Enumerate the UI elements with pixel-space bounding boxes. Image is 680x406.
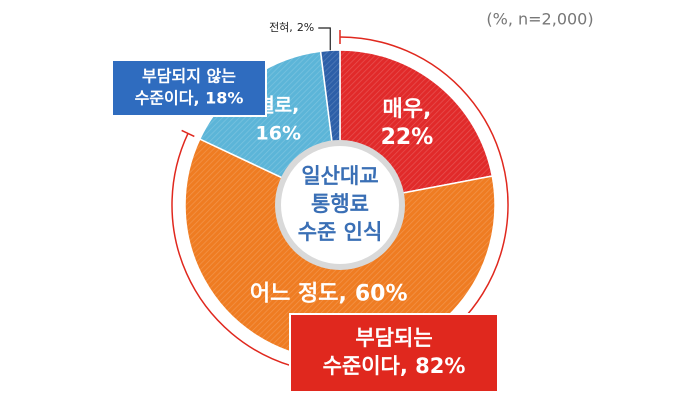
value-label: 22% (381, 125, 434, 150)
leader-line (318, 27, 331, 51)
group-box (289, 313, 499, 393)
group-label: 수준이다, 82% (323, 354, 466, 378)
slice-label: 어느 정도, 60% (250, 281, 408, 306)
group-box (111, 59, 267, 117)
category-label: 전혀, (269, 21, 293, 34)
center-label: 통행료 (311, 192, 369, 216)
center-ring (275, 140, 405, 270)
slice-label: 전혀, 2% (269, 21, 314, 34)
group-label: 수준이다, 18% (135, 88, 244, 107)
center-label: 수준 인식 (298, 220, 383, 244)
group-arc-end (181, 129, 195, 138)
group-label: 부담되지 않는 (142, 67, 236, 86)
value-label: 16% (256, 123, 301, 145)
value-label: 60% (355, 281, 408, 306)
category-label: 매우, (383, 97, 432, 122)
group-label: 부담되는 (355, 326, 432, 350)
category-label: 별로, (257, 95, 299, 117)
subtitle: (%, n=2,000) (486, 10, 593, 29)
value-label: 2% (297, 21, 314, 34)
center-label: 일산대교 (301, 164, 378, 188)
category-label: 어느 정도, (250, 281, 347, 306)
